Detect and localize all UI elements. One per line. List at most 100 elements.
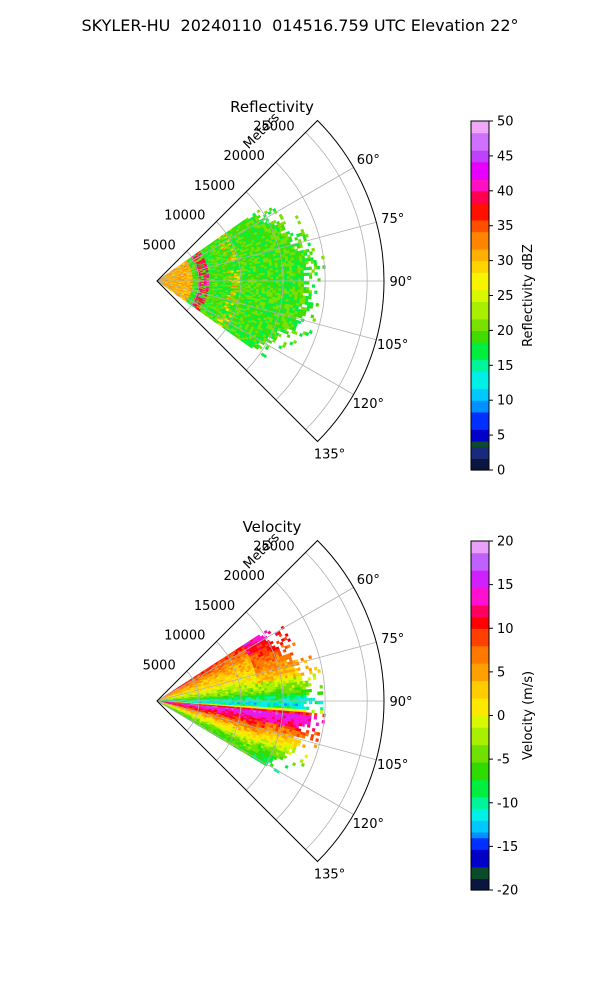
data-cell xyxy=(303,289,307,294)
data-cell xyxy=(284,695,288,699)
data-cell xyxy=(300,267,304,271)
data-cell xyxy=(259,285,263,288)
range-tick-label: 5000 xyxy=(143,238,176,253)
data-cell xyxy=(286,291,290,295)
data-cell xyxy=(294,690,299,694)
data-cell xyxy=(291,268,296,272)
colorbar-segment xyxy=(471,406,489,413)
data-cell xyxy=(228,278,232,281)
data-cell xyxy=(283,685,287,689)
data-cell xyxy=(303,700,307,705)
data-cell xyxy=(261,277,266,280)
data-cell xyxy=(250,273,254,277)
data-cell xyxy=(270,696,274,699)
data-cell xyxy=(256,209,261,214)
data-cell xyxy=(267,285,271,289)
data-cell xyxy=(309,251,313,256)
data-cell xyxy=(259,696,263,700)
data-cell xyxy=(289,341,294,346)
data-cell xyxy=(312,318,317,323)
data-cell xyxy=(308,655,313,660)
data-cell xyxy=(302,686,307,690)
data-cell xyxy=(269,287,274,291)
data-cell xyxy=(236,696,241,699)
data-cell xyxy=(299,683,304,688)
data-cell xyxy=(286,688,290,692)
chart-panel-velocity: 60°75°90°105°120°135°5000100001500020000… xyxy=(143,518,536,899)
data-cell xyxy=(285,683,290,687)
azimuth-tick-label: 75° xyxy=(381,212,404,227)
colorbar-segment xyxy=(471,353,489,361)
data-cell xyxy=(253,702,257,705)
data-cell xyxy=(296,681,301,685)
data-cell xyxy=(288,682,292,686)
colorbar-segment xyxy=(471,359,489,366)
data-cell xyxy=(270,276,274,280)
data-cell xyxy=(294,267,299,272)
colorbar-segment xyxy=(471,138,489,145)
data-cell xyxy=(302,295,306,299)
data-cell xyxy=(294,270,299,274)
data-cell xyxy=(250,284,254,288)
data-cell xyxy=(308,688,313,693)
data-cell xyxy=(286,685,290,689)
data-cell xyxy=(300,703,304,707)
polar-grid xyxy=(156,132,384,430)
data-cell xyxy=(250,281,255,284)
data-cell xyxy=(250,693,254,696)
data-cell xyxy=(300,286,304,291)
data-cell xyxy=(297,695,302,699)
data-cell xyxy=(261,272,265,276)
data-cell xyxy=(275,640,280,645)
data-cell xyxy=(275,274,279,278)
data-cell xyxy=(300,672,305,676)
data-cell xyxy=(300,292,304,296)
data-cell xyxy=(258,273,263,276)
data-cell xyxy=(286,273,290,277)
colorbar-segment xyxy=(471,155,489,163)
data-cell xyxy=(286,266,290,270)
data-cell xyxy=(258,692,263,696)
colorbar-segment xyxy=(471,254,489,262)
data-cell xyxy=(297,289,301,293)
colorbar-tick-label: 45 xyxy=(497,149,514,164)
data-cell xyxy=(234,278,238,280)
data-cell xyxy=(289,687,293,691)
colorbar-segment xyxy=(471,330,489,337)
data-cell xyxy=(270,285,274,289)
data-cell xyxy=(278,285,282,289)
data-cell xyxy=(223,698,227,700)
data-cell xyxy=(267,283,271,286)
data-cell xyxy=(300,284,304,288)
colorbar-segment xyxy=(471,336,489,343)
data-cell xyxy=(256,271,260,274)
data-cell xyxy=(245,281,249,284)
data-cell xyxy=(268,207,273,212)
data-cell xyxy=(253,697,257,700)
colorbar-tick-label: 10 xyxy=(497,394,514,409)
data-cell xyxy=(297,292,301,296)
data-cell xyxy=(310,257,314,261)
data-cell xyxy=(278,283,282,287)
data-cell xyxy=(300,700,304,704)
data-cell xyxy=(292,281,296,285)
data-cell xyxy=(297,294,301,299)
colorbar-tick-label: 0 xyxy=(497,464,505,479)
data-cell xyxy=(228,281,232,283)
data-cell xyxy=(264,281,268,284)
data-cell xyxy=(298,314,303,319)
data-cell xyxy=(267,276,271,280)
data-cell xyxy=(256,214,261,219)
colorbar-segment xyxy=(471,411,489,419)
data-cell xyxy=(302,312,307,317)
colorbar-segment xyxy=(471,365,489,372)
data-cell xyxy=(305,295,309,300)
data-cell xyxy=(256,702,260,706)
data-cell xyxy=(297,667,301,671)
data-cell xyxy=(319,684,323,689)
colorbar-segment xyxy=(471,219,489,227)
data-cell xyxy=(291,265,296,269)
data-cell xyxy=(275,276,279,280)
data-cell xyxy=(273,276,277,280)
data-cell xyxy=(275,285,279,289)
